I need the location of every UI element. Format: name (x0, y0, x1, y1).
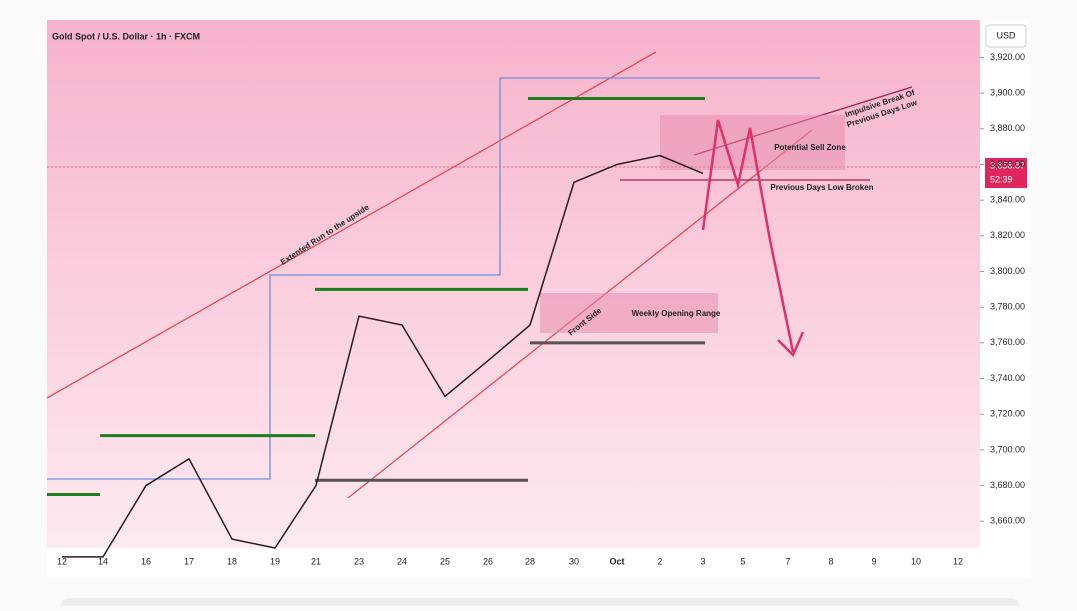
y-tick-label: 3,880.00 (990, 123, 1025, 133)
y-tick-label: 3,820.00 (990, 230, 1025, 240)
y-tick-label: 3,860.00 (990, 159, 1025, 169)
y-tick-label: 3,660.00 (990, 516, 1025, 526)
x-tick-label: 16 (141, 556, 151, 566)
y-tick-label: 3,680.00 (990, 480, 1025, 490)
x-tick-label: 21 (311, 556, 321, 566)
x-tick-label: 28 (525, 556, 535, 566)
weekly-range-zone (540, 293, 718, 333)
chart-title: Gold Spot / U.S. Dollar · 1h · FXCM (52, 31, 200, 41)
time-axis (47, 548, 1030, 578)
plot-area (47, 20, 980, 548)
currency: USD (996, 30, 1016, 40)
price-line-series (62, 154, 704, 558)
price-axis (980, 20, 1030, 548)
y-tick-label: 3,700.00 (990, 444, 1025, 454)
x-tick-label: 14 (98, 556, 108, 566)
x-tick-label: 30 (569, 556, 579, 566)
x-tick-label: 19 (270, 556, 280, 566)
currency-box (985, 24, 1027, 48)
x-tick-label: Oct (609, 556, 624, 566)
x-tick-label: 2 (657, 556, 662, 566)
timer-label: 52:39 (990, 174, 1013, 184)
x-tick-label: 12 (57, 556, 67, 566)
x-tick-label: 26 (483, 556, 493, 566)
x-tick-label: 12 (953, 556, 963, 566)
trend-line (46, 51, 657, 399)
price-label: 3,858.87 (990, 160, 1025, 170)
x-tick-label: 9 (871, 556, 876, 566)
x-tick-label: 24 (397, 556, 407, 566)
annotation: Potential Sell Zone (774, 143, 846, 152)
y-tick-label: 3,760.00 (990, 337, 1025, 347)
y-tick-label: 3,900.00 (990, 88, 1025, 98)
x-tick-label: 25 (440, 556, 450, 566)
x-tick-label: 7 (785, 556, 790, 566)
x-tick-label: 8 (828, 556, 833, 566)
arrow-head (777, 331, 805, 358)
y-tick-label: 3,800.00 (990, 266, 1025, 276)
y-tick-label: 3,720.00 (990, 409, 1025, 419)
y-tick-label: 3,920.00 (990, 52, 1025, 62)
x-tick-label: 23 (354, 556, 364, 566)
x-tick-label: 18 (227, 556, 237, 566)
x-tick-label: 10 (911, 556, 921, 566)
y-tick-label: 3,740.00 (990, 373, 1025, 383)
y-tick-label: 3,780.00 (990, 302, 1025, 312)
y-tick-label: 3,840.00 (990, 195, 1025, 205)
bottom-bar (60, 598, 1020, 611)
projection-arrow (701, 119, 795, 353)
annotation: Weekly Opening Range (632, 309, 721, 318)
price-tag (985, 158, 1027, 188)
x-tick-label: 17 (184, 556, 194, 566)
annotation: Previous Days Low Broken (770, 183, 873, 192)
x-tick-label: 3 (700, 556, 705, 566)
range-steps (47, 77, 820, 480)
x-tick-label: 5 (740, 556, 745, 566)
